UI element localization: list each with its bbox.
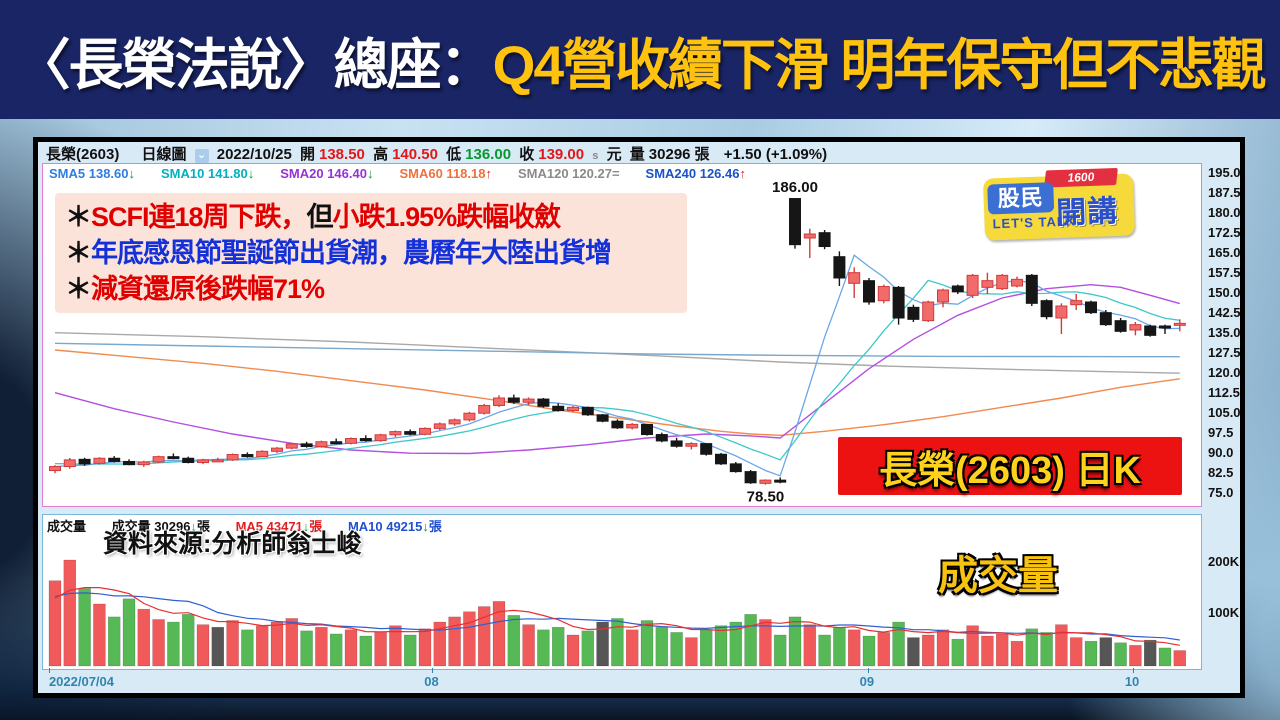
change-value: +1.50 (+1.09%) (723, 146, 828, 163)
logo-name-bubble: 股民 (987, 182, 1055, 215)
headline-main: Q4營收續下滑 明年保守但不悲觀 (492, 33, 1267, 96)
price-tick-label: 165.0 (1208, 245, 1241, 260)
open-label: 開 (299, 146, 315, 163)
chevron-down-icon[interactable]: ⌄ (194, 149, 209, 163)
source-label: 資料來源:分析師翁士峻 (103, 530, 362, 558)
chart-type-label[interactable]: 日線圖 (141, 146, 187, 163)
price-tick-label: 82.5 (1208, 465, 1234, 480)
stock-name: 長榮(2603) (46, 146, 120, 163)
volume-pane-label: 成交量 (47, 519, 87, 534)
price-tick-label: 187.5 (1208, 185, 1241, 200)
headline-banner: 〈長榮法說〉總座： Q4營收續下滑 明年保守但不悲觀 (0, 0, 1280, 119)
price-tick-label: 180.0 (1208, 205, 1241, 220)
price-tick-label: 142.5 (1208, 305, 1241, 320)
unit-label: 元 (606, 146, 622, 163)
volume-ma10: MA10 49215↓張 (347, 519, 442, 534)
volume-tick-label: 200K (1208, 553, 1240, 569)
volume-watermark: 成交量 (938, 554, 1058, 598)
volume-chart-pane[interactable]: 成交量 成交量 30296↓張 MA5 43471↓張 MA10 49215↓張 (42, 514, 1202, 670)
low-label: 低 (446, 146, 462, 163)
volume-unit: 張 (694, 146, 710, 163)
chart-high-label: 186.00 (772, 179, 818, 196)
sma-legend-item: SMA60 118.18↑ (399, 166, 492, 181)
price-tick-label: 105.0 (1208, 405, 1241, 420)
volume-value: 30296 (648, 146, 691, 163)
sma-legend-item: SMA5 138.60↓ (49, 166, 135, 181)
low-value: 136.00 (465, 146, 512, 163)
open-value: 138.50 (319, 146, 365, 163)
price-tick-label: 135.0 (1208, 325, 1241, 340)
date-tick-label: 09 (859, 674, 875, 689)
logo-time-badge: 1600 (1044, 167, 1118, 188)
high-value: 140.50 (392, 146, 438, 163)
volume-today: 成交量 30296↓張 (111, 519, 210, 534)
close-suffix: s (592, 150, 599, 162)
volume-ma5: MA5 43471↓張 (235, 519, 323, 534)
ohlc-header: 長榮(2603) 日線圖 ⌄ 2022/10/25 開 138.50 高 140.50… (46, 143, 831, 163)
close-label: 收 (519, 146, 535, 163)
high-label: 高 (373, 146, 389, 163)
volume-label: 量 (629, 146, 645, 163)
note-line: ＊年底感恩節聖誕節出貨潮，農曆年大陸出貨增 (65, 238, 612, 268)
sma-legend: SMA5 138.60↓ SMA10 141.80↓ SMA20 146.40↓ SM… (49, 166, 772, 181)
price-tick-label: 172.5 (1208, 225, 1241, 240)
stock-banner: 長榮(2603) 日K (838, 437, 1182, 495)
date-tick-label: 2022/07/04 (48, 674, 115, 689)
volume-tick-label: 100K (1208, 605, 1240, 621)
analyst-notes-box: ＊SCFI連18周下跌，但小跌1.95%跌幅收斂 ＊年底感恩節聖誕節出貨潮，農曆年… (55, 193, 687, 313)
price-tick-label: 157.5 (1208, 265, 1241, 280)
price-tick-label: 75.0 (1208, 485, 1234, 500)
date-tick-label: 08 (424, 674, 439, 689)
stock-banner-text: 長榮(2603) 日K (879, 449, 1141, 492)
price-tick-label: 97.5 (1208, 425, 1234, 440)
headline-prefix: 〈長榮法說〉總座： (15, 33, 495, 96)
price-tick-label: 150.0 (1208, 285, 1241, 300)
date-tick-label: 10 (1124, 674, 1140, 689)
price-tick-label: 120.0 (1208, 365, 1241, 380)
date-axis: 2022/07/04 08 09 10 (42, 668, 1200, 691)
price-tick-label: 90.0 (1208, 445, 1234, 460)
sma-legend-item: SMA240 126.46↑ (645, 166, 746, 181)
sma-legend-item: SMA10 141.80↓ (161, 166, 255, 181)
sma-legend-item: SMA120 120.27= (517, 166, 620, 181)
price-tick-label: 112.5 (1208, 385, 1240, 400)
price-tick-label: 195.0 (1208, 165, 1241, 180)
price-tick-label: 127.5 (1208, 345, 1241, 360)
candlestick-chart: 186.00 78.50 (49, 179, 1186, 506)
sma-legend-item: SMA20 146.40↓ (280, 166, 374, 181)
quote-date: 2022/10/25 (216, 146, 292, 163)
note-line: ＊SCFI連18周下跌，但小跌1.95%跌幅收斂 (65, 202, 561, 232)
note-line: ＊減資還原後跌幅71% (65, 274, 325, 304)
logo-tagline: LET'S TALK (992, 213, 1077, 232)
volume-bars-chart (48, 559, 1187, 667)
volume-legend: 成交量 成交量 30296↓張 MA5 43471↓張 MA10 49215↓張 (47, 516, 464, 535)
chart-low-label: 78.50 (747, 489, 785, 506)
show-logo: 1600 股民 開講 LET'S TALK (982, 167, 1137, 244)
close-value: 139.00 (538, 146, 585, 163)
